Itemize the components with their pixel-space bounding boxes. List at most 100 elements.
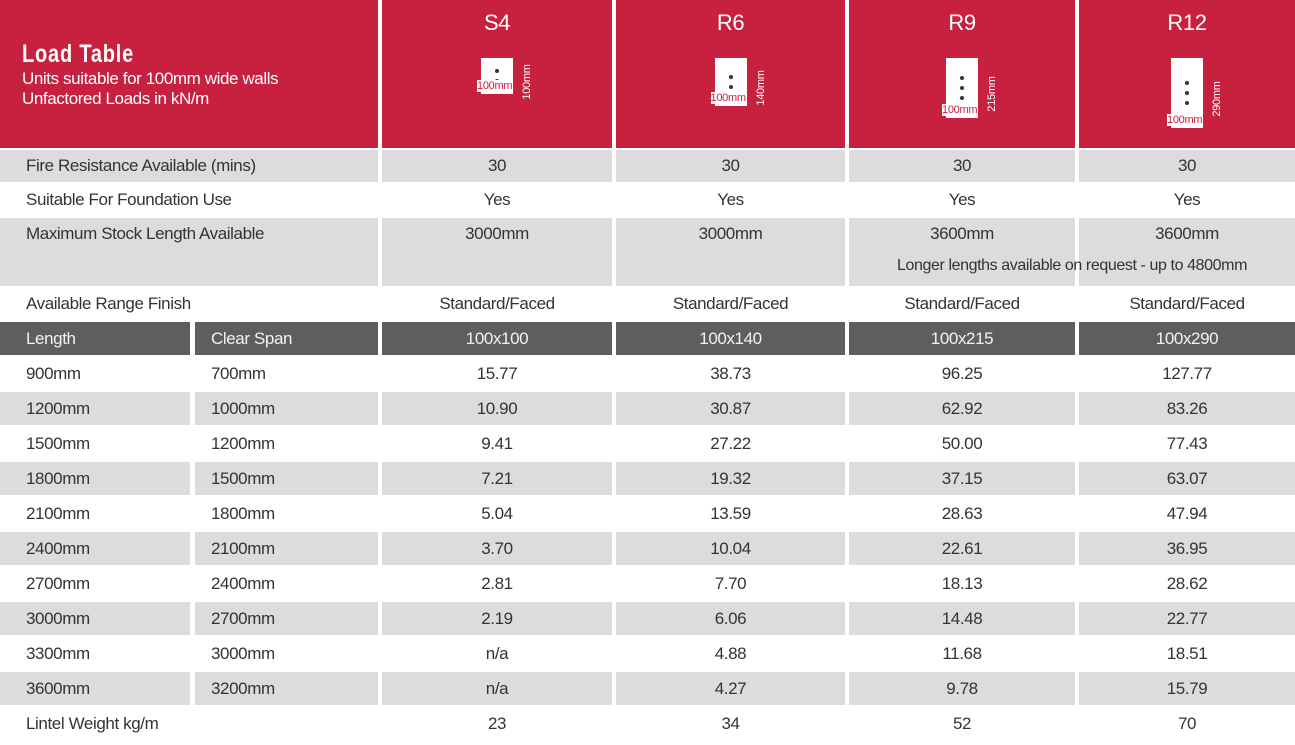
length-cell: 3000mm [0, 602, 190, 635]
load-value: 9.41 [481, 433, 513, 453]
load-value: 22.61 [849, 532, 1075, 565]
spec-value: Yes [948, 190, 976, 209]
size-header: 100x290 [1079, 322, 1295, 355]
length-cell: 1800mm [0, 462, 190, 495]
span-cell: 700mm [211, 363, 266, 383]
load-value: 15.77 [476, 363, 518, 383]
load-value: 47.94 [1166, 503, 1208, 523]
load-value: 18.51 [1166, 643, 1208, 663]
span-cell: 1000mm [195, 392, 378, 425]
length-cell: 900mm [26, 363, 81, 383]
spec-value: Standard/Faced [439, 294, 555, 313]
load-value: n/a [485, 643, 509, 663]
subtitle: Units suitable for 100mm wide walls [22, 68, 279, 88]
spec-value: Yes [717, 190, 744, 209]
spec-label: Maximum Stock Length Available [0, 218, 378, 286]
width-label: 100mm [477, 80, 513, 92]
footer-label: Lintel Weight kg/m [26, 713, 159, 733]
width-label: 100mm [1167, 114, 1203, 126]
column-header: Length [0, 322, 190, 355]
title: Load Table [22, 39, 135, 68]
load-value: 3.70 [382, 532, 612, 565]
length-cell: 3600mm [0, 672, 190, 705]
size-header: 100x140 [616, 322, 845, 355]
load-value: n/a [382, 672, 612, 705]
length-cell: 1500mm [26, 433, 90, 453]
length-cell: 2400mm [0, 532, 190, 565]
product-header: S4 100mm 100mm [382, 0, 612, 148]
load-value: 27.22 [710, 433, 751, 453]
load-value: 14.48 [849, 602, 1075, 635]
load-value: 10.90 [382, 392, 612, 425]
span-cell: 1800mm [211, 503, 275, 523]
load-value: 37.15 [849, 462, 1075, 495]
spec-value: 3600mm [1079, 218, 1295, 286]
block-dot [1185, 91, 1189, 95]
spec-value: Standard/Faced [1129, 294, 1245, 313]
length-cell: 1200mm [0, 392, 190, 425]
spec-value: 3000mm [616, 218, 845, 286]
load-value: 18.13 [941, 573, 983, 593]
spec-value: Standard/Faced [672, 294, 789, 313]
footer-value: 23 [487, 713, 507, 733]
height-label: 100mm [521, 64, 533, 100]
block-dot [960, 86, 964, 90]
spec-value: Yes [483, 190, 511, 209]
spec-value: Standard/Faced [904, 294, 1020, 313]
load-value: 6.06 [616, 602, 845, 635]
length-cell: 3300mm [26, 643, 90, 663]
block-dot [960, 96, 964, 100]
spec-label: Fire Resistance Available (mins) [0, 150, 378, 182]
spec-value: 30 [849, 150, 1075, 182]
height-label: 290mm [1211, 81, 1223, 117]
span-cell: 3000mm [211, 643, 275, 663]
spec-label: Available Range Finish [26, 294, 191, 313]
span-cell: 1500mm [195, 462, 378, 495]
size-header: 100x215 [849, 322, 1075, 355]
product-name: R9 [948, 10, 976, 35]
spec-value: 30 [616, 150, 845, 182]
length-cell: 2100mm [26, 503, 90, 523]
load-value: 36.95 [1079, 532, 1295, 565]
load-value: 5.04 [481, 503, 513, 523]
spec-value: 3000mm [382, 218, 612, 286]
spec-label: Suitable For Foundation Use [26, 190, 232, 209]
product-name: R12 [1167, 10, 1207, 35]
product-name: S4 [483, 10, 511, 35]
footer-value: 52 [952, 713, 972, 733]
load-value: 11.68 [942, 643, 982, 663]
load-value: 4.88 [714, 643, 747, 663]
load-value: 15.79 [1079, 672, 1295, 705]
load-value: 7.70 [714, 573, 747, 593]
span-cell: 2100mm [195, 532, 378, 565]
block-dot [728, 85, 733, 89]
width-label: 100mm [710, 92, 746, 104]
title-cell: Load Table Units suitable for 100mm wide… [0, 0, 378, 148]
subtitle: Unfactored Loads in kN/m [22, 88, 209, 108]
load-value: 13.59 [710, 503, 751, 523]
load-value: 96.25 [941, 363, 983, 383]
load-value: 77.43 [1166, 433, 1208, 453]
block-dot [1185, 101, 1189, 105]
load-value: 127.77 [1162, 363, 1212, 383]
load-value: 63.07 [1079, 462, 1295, 495]
load-value: 28.63 [941, 503, 983, 523]
load-value: 7.21 [382, 462, 612, 495]
load-value: 10.04 [616, 532, 845, 565]
spec-value: Yes [1173, 190, 1201, 209]
product-header: R9 100mm 215mm [849, 0, 1075, 148]
load-value: 28.62 [1166, 573, 1208, 593]
block-dot [1185, 81, 1189, 85]
load-value: 2.81 [481, 573, 513, 593]
load-value: 83.26 [1079, 392, 1295, 425]
height-label: 215mm [986, 76, 998, 112]
block-dot [728, 75, 733, 79]
load-value: 38.73 [710, 363, 751, 383]
footer-value: 34 [721, 713, 740, 733]
block-dot [495, 69, 499, 73]
spec-note: Longer lengths available on request - up… [896, 257, 1248, 274]
load-value: 30.87 [616, 392, 845, 425]
spec-value: 30 [382, 150, 612, 182]
product-name: R6 [716, 10, 745, 35]
load-value: 22.77 [1079, 602, 1295, 635]
